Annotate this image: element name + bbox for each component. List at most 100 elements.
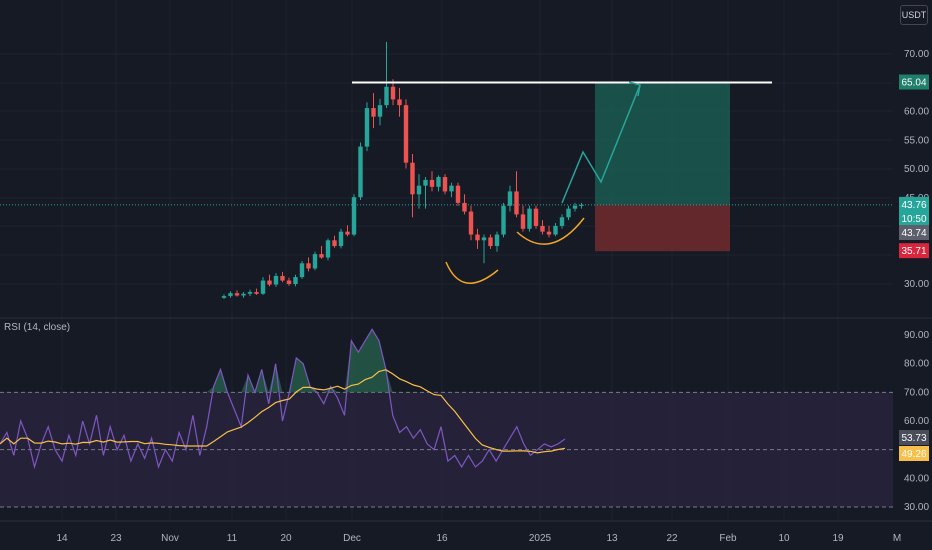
projection-path (561, 84, 641, 204)
candle-body (345, 231, 350, 235)
candle-body (254, 292, 259, 294)
candle-body (332, 240, 337, 247)
candle-body (384, 86, 389, 106)
rsi-tick-label: 90.00 (904, 330, 929, 341)
x-tick-label: Dec (343, 533, 361, 544)
candle-body (475, 234, 480, 241)
projection-arrowhead (628, 81, 641, 97)
candle-body (501, 205, 506, 235)
current-price-tag-bg (899, 196, 929, 212)
candle-body (299, 263, 305, 278)
stop-price-tag: 35.71 (901, 246, 926, 257)
x-tick-label: Nov (161, 533, 179, 544)
candle-body (260, 280, 266, 294)
candle-body (494, 234, 500, 247)
rsi-ma-line (0, 369, 566, 454)
candle-body (319, 254, 324, 258)
countdown-tag-bg (899, 210, 929, 226)
candle-body (228, 293, 233, 297)
rsi-overbought-fill (0, 329, 565, 393)
candles (221, 41, 584, 299)
candle-body (221, 296, 227, 298)
candle-body (527, 208, 532, 229)
rsi-value-tag: 53.73 (901, 433, 926, 444)
candle-body (247, 292, 253, 294)
candle-body (267, 280, 272, 285)
candle-body (449, 185, 454, 192)
x-tick-label: 22 (666, 533, 678, 544)
rsi-tick-label: 40.00 (904, 473, 929, 484)
candle-body (273, 275, 279, 285)
candle-body (572, 205, 578, 209)
rsi-pane (0, 328, 893, 508)
price-tick-label: 30.00 (904, 279, 929, 290)
x-tick-label: 13 (606, 533, 618, 544)
candle-body (507, 191, 513, 206)
candle-body (546, 231, 552, 235)
stop-price-tag-bg (899, 243, 929, 259)
x-tick-label: 16 (436, 533, 448, 544)
countdown-tag: 10:50 (901, 214, 926, 225)
candle-body (442, 177, 448, 192)
x-tick-label: 20 (280, 533, 292, 544)
cup-curve-1 (445, 261, 499, 284)
candle-body (371, 108, 376, 117)
candle-body (423, 179, 428, 186)
position-zones (0, 82, 893, 252)
current-price-tag: 43.76 (901, 200, 926, 211)
x-tick-label: 14 (56, 533, 68, 544)
rsi-tick-label: 70.00 (904, 387, 929, 398)
price-tick-label: 50.00 (904, 164, 929, 175)
target-price-tag-bg (899, 74, 929, 90)
price-tick-label: 60.00 (904, 107, 929, 118)
candle-body (559, 217, 565, 226)
candle-body (520, 214, 526, 229)
rsi-line (0, 328, 566, 470)
rsi-ma-tag-bg (899, 446, 929, 461)
annotations (352, 81, 772, 284)
rsi-ma-tag: 49.26 (901, 449, 926, 460)
candle-body (241, 293, 246, 296)
candle-body (488, 237, 493, 247)
x-tick-label: 2025 (529, 533, 552, 544)
candle-body (338, 231, 344, 247)
candle-body (351, 197, 357, 235)
candle-body (364, 108, 370, 147)
candle-body (436, 177, 441, 187)
cup-curve-2 (516, 217, 585, 245)
target-zone (595, 82, 730, 205)
candle-body (286, 280, 292, 284)
candle-body (540, 225, 545, 232)
candle-body (416, 185, 422, 195)
price-tick-label: 55.00 (904, 135, 929, 146)
candle-body (468, 211, 474, 235)
rsi-tick-label: 80.00 (904, 359, 929, 370)
candle-body (280, 275, 285, 281)
candle-body (579, 204, 584, 206)
x-tick-label: 10 (778, 533, 790, 544)
target-price-tag: 65.04 (901, 78, 926, 89)
price-tick-label: 70.00 (904, 49, 929, 60)
candle-body (514, 191, 519, 215)
candle-body (390, 86, 396, 100)
candle-body (325, 240, 331, 258)
rsi-tick-label: 30.00 (904, 502, 929, 513)
candle-body (403, 105, 409, 163)
currency-badge[interactable]: USDT (900, 5, 928, 25)
prev-close-tag: 43.74 (901, 228, 926, 239)
x-tick-label: M (893, 533, 901, 544)
candle-body (312, 254, 318, 269)
candle-body (566, 208, 571, 218)
candle-body (553, 225, 558, 235)
x-tick-label: 11 (227, 533, 238, 544)
x-tick-label: 19 (832, 533, 844, 544)
candle-body (358, 146, 363, 198)
candle-body (462, 202, 467, 212)
prev-close-tag-bg (899, 224, 929, 240)
x-tick-label: Feb (719, 533, 737, 544)
candle-body (410, 162, 415, 195)
stop-zone (595, 204, 730, 252)
rsi-value-tag-bg (899, 430, 929, 445)
x-tick-label: 23 (110, 533, 122, 544)
